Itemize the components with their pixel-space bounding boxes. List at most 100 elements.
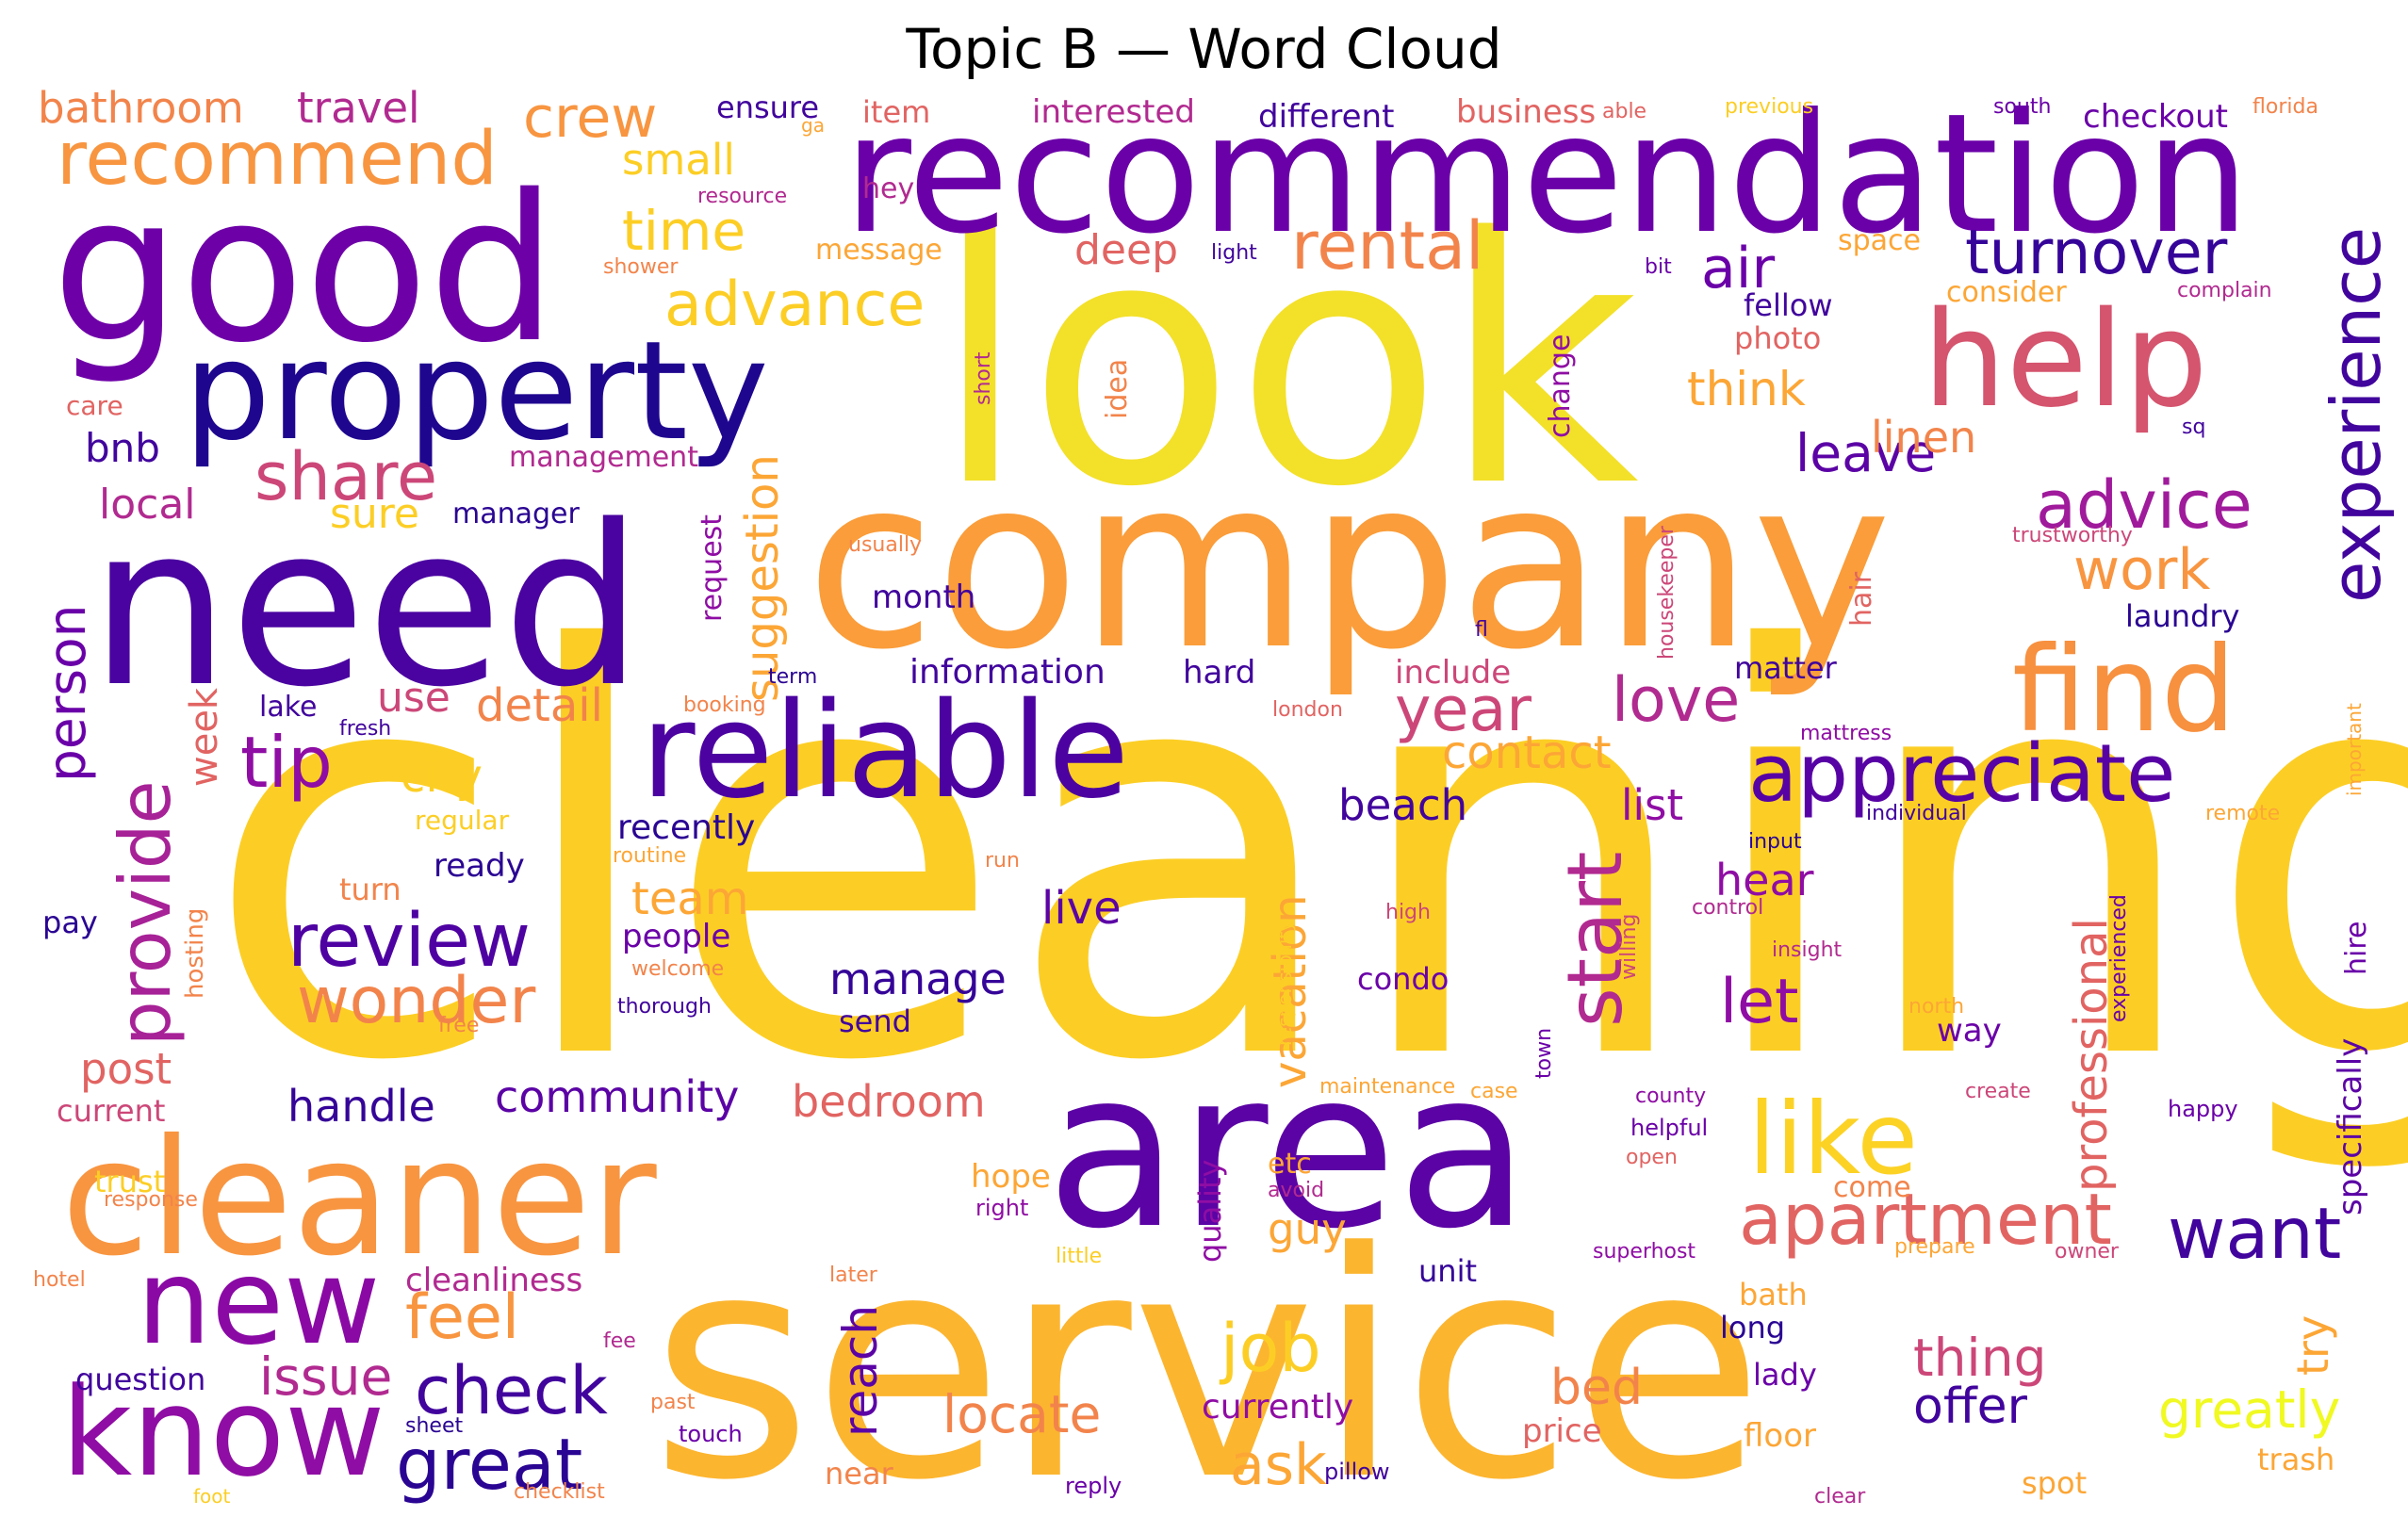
word-come: come [1833,1171,1911,1204]
word-create: create [1965,1080,2031,1103]
word-crew: crew [523,85,657,151]
word-bath: bath [1739,1277,1808,1313]
word-near: near [825,1456,894,1492]
word-fresh: fresh [339,717,391,741]
word-photo: photo [1734,320,1821,356]
word-time: time [622,199,745,263]
word-booking: booking [683,693,766,717]
word-community: community [495,1071,739,1122]
word-later: later [829,1264,878,1287]
word-superhost: superhost [1593,1240,1695,1264]
word-check: check [415,1352,608,1429]
word-try: try [2287,1315,2338,1376]
word-need: need [90,479,643,736]
word-cleaning: cleaning [203,535,2408,1182]
word-laundry: laundry [2125,598,2239,634]
word-long: long [1720,1310,1785,1345]
word-review: review [287,899,531,984]
word-free: free [438,1014,479,1037]
word-team: team [631,873,749,925]
word-city: city [401,750,483,803]
word-management: management [509,441,698,474]
word-trash: trash [2257,1442,2334,1477]
word-willing: willing [1617,914,1641,980]
word-item: item [862,94,930,130]
word-recently: recently [617,808,755,847]
word-avoid: avoid [1268,1179,1324,1202]
word-term: term [768,665,817,689]
word-new: new [137,1234,380,1371]
word-fl: fl [1475,618,1488,642]
word-professional: professional [2065,918,2118,1192]
word-know: know [61,1361,385,1504]
word-job: job [1219,1310,1321,1387]
word-like: like [1748,1082,1918,1197]
word-area: area [1046,1025,1530,1277]
word-linen: linen [1871,412,1976,463]
chart-title: Topic B — Word Cloud [906,17,1502,81]
word-fellow: fellow [1744,287,1832,323]
word-share: share [254,438,437,515]
word-different: different [1258,98,1394,136]
word-post: post [80,1044,172,1094]
word-checklist: checklist [514,1480,605,1504]
word-service: service [650,1186,1764,1533]
word-spot: spot [2022,1465,2087,1501]
word-ask: ask [1230,1432,1327,1498]
word-control: control [1692,896,1763,920]
word-love: love [1612,665,1740,736]
word-help: help [1923,284,2208,437]
word-bathroom: bathroom [38,83,244,133]
word-idea: idea [1101,359,1134,419]
word-look: look [933,166,1639,561]
word-change: change [1544,334,1577,438]
word-great: great [396,1423,582,1506]
word-fee: fee [603,1329,636,1353]
word-turnover: turnover [1965,218,2228,288]
word-little: little [1056,1245,1102,1268]
word-cleaner: cleaner [61,1105,657,1292]
word-local: local [99,481,196,529]
word-travel: travel [297,83,420,133]
word-air: air [1701,236,1775,302]
word-hey: hey [862,172,914,205]
word-use: use [377,674,450,722]
word-locate: locate [942,1384,1101,1444]
word-pillow: pillow [1324,1459,1390,1485]
word-regular: regular [415,805,510,836]
word-detail: detail [476,679,603,732]
word-price: price [1522,1412,1602,1450]
word-high: high [1385,901,1431,924]
word-county: county [1635,1085,1706,1108]
word-insight: insight [1772,938,1843,962]
word-lady: lady [1753,1357,1817,1393]
word-business: business [1456,93,1596,131]
word-sheet: sheet [405,1414,463,1438]
word-past: past [650,1391,696,1414]
word-manager: manager [452,497,581,530]
word-leave: leave [1795,423,1936,483]
word-bed: bed [1550,1360,1643,1416]
word-welcome: welcome [631,957,724,981]
word-light: light [1211,241,1257,265]
word-etc: etc [1268,1148,1312,1181]
word-consider: consider [1946,276,2067,309]
word-greatly: greatly [2158,1379,2340,1440]
word-resource: resource [697,185,787,208]
word-bit: bit [1645,255,1672,279]
word-clear: clear [1814,1485,1866,1509]
word-hotel: hotel [33,1268,86,1292]
word-year: year [1395,675,1532,745]
word-routine: routine [613,844,686,868]
word-pay: pay [42,905,98,940]
word-lake: lake [259,691,317,724]
word-question: question [75,1362,205,1397]
word-apartment: apartment [1739,1178,2112,1261]
word-remote: remote [2205,802,2280,825]
word-live: live [1041,882,1122,935]
word-open: open [1626,1146,1678,1169]
word-shower: shower [603,255,679,279]
word-contact: contact [1442,726,1612,779]
word-quality: quality [1192,1160,1228,1263]
